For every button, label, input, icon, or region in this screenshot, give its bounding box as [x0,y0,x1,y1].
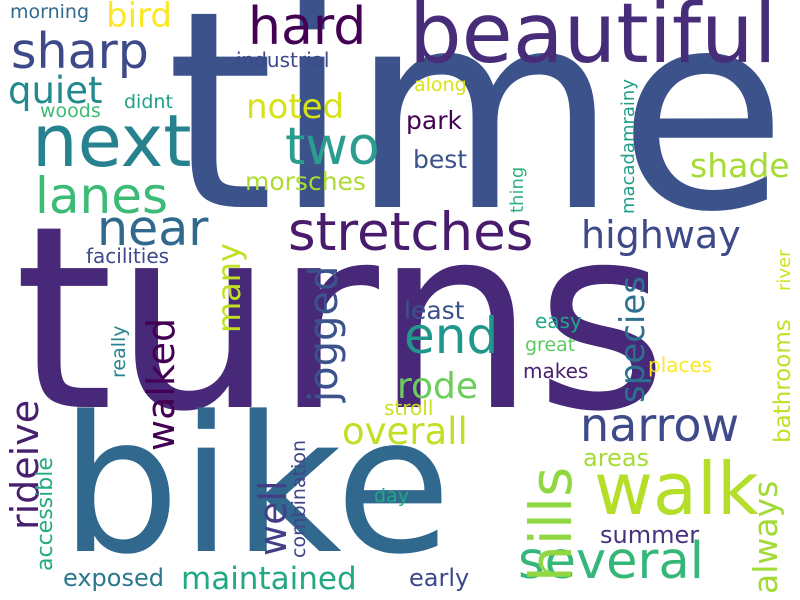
word-river: river [774,249,795,291]
word-two: two [285,117,380,177]
word-easy: easy [535,309,582,333]
word-noted: noted [246,87,345,127]
word-best: best [413,145,468,174]
word-stretches: stretches [288,202,534,263]
word-overall: overall [342,410,468,453]
word-accessible: accessible [33,457,58,571]
word-narrow: narrow [580,398,740,452]
word-many: many [210,243,248,333]
word-walked: walked [139,317,183,451]
word-macadamrainy: macadamrainy [618,79,639,214]
word-species: species [613,276,653,403]
word-rode: rode [397,366,479,407]
word-early: early [409,564,470,592]
word-maintained: maintained [181,561,357,597]
word-beautiful: beautiful [409,0,777,82]
word-makes: makes [523,359,589,383]
word-hard: hard [248,0,367,57]
word-thing: thing [507,166,528,213]
word-along: along [414,74,467,96]
word-several: several [518,532,704,591]
word-time: time [166,0,788,272]
word-least: least [404,296,465,325]
word-day: day [374,485,409,507]
word-combination: combination [288,440,310,558]
word-next: next [32,99,192,183]
word-bike: bike [60,376,452,596]
word-walk: walk [594,447,759,531]
word-jogged: jogged [301,265,347,402]
word-industrial: industrial [236,48,330,72]
word-morning: morning [10,1,90,23]
word-woods: woods [40,100,101,122]
word-areas: areas [583,444,650,472]
word-exposed: exposed [63,564,164,592]
word-didnt: didnt [124,91,173,113]
word-morsches: morsches [245,167,366,196]
word-quiet: quiet [8,69,103,112]
word-turns: turns [14,171,668,467]
word-highway: highway [581,213,741,257]
word-places: places [648,353,713,377]
word-summer: summer [600,521,700,549]
word-lanes: lanes [35,167,169,225]
word-end: end [404,307,499,365]
word-near: near [97,200,209,257]
word-bird: bird [106,0,172,36]
word-facilities: facilities [86,244,170,268]
word-park: park [406,106,462,135]
word-really-v: really [108,325,130,378]
word-shade: shade [690,146,790,185]
word-great: great [525,334,576,356]
word-sharp: sharp [11,23,149,80]
word-hills-main: hills [517,466,585,582]
word-well: well [251,480,295,556]
word-bathrooms: bathrooms [770,319,796,443]
word-always: always [746,480,785,594]
word-stroll: stroll [384,396,434,420]
